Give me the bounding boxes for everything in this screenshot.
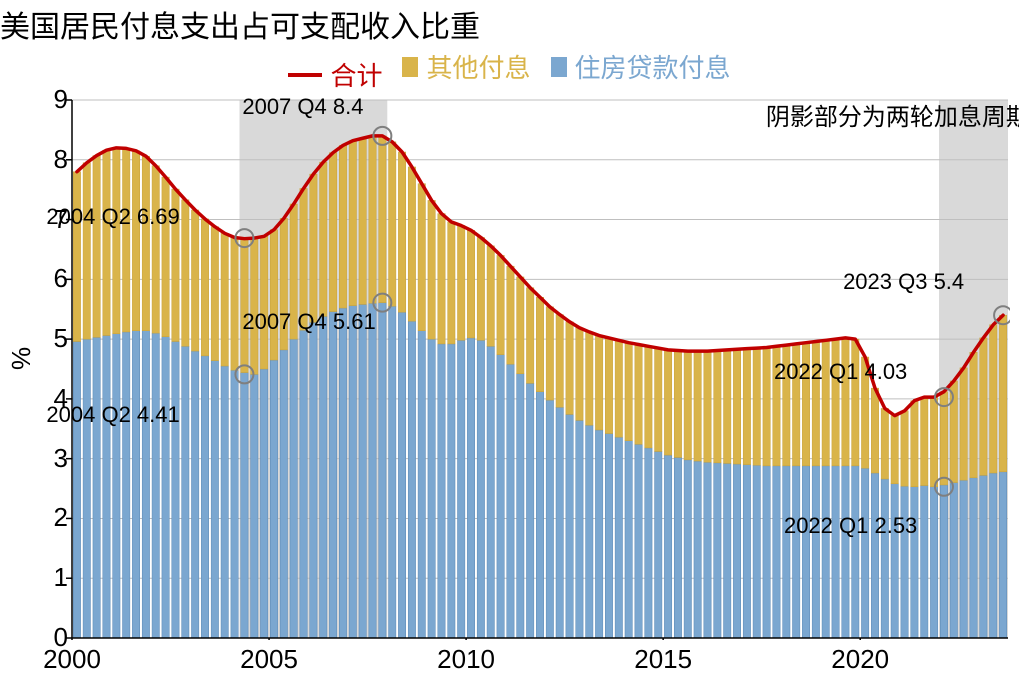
- data-marker-label: 2004 Q2 4.41: [46, 402, 179, 428]
- data-marker-label: 2023 Q3 5.4: [843, 269, 964, 295]
- y-tick-label: 8: [30, 144, 68, 175]
- data-marker-label: 2004 Q2 6.69: [46, 204, 179, 230]
- y-tick-label: 1: [30, 562, 68, 593]
- x-tick-label: 2020: [831, 644, 889, 675]
- x-tick-label: 2015: [634, 644, 692, 675]
- y-tick-label: 2: [30, 502, 68, 533]
- x-tick-label: 2005: [240, 644, 298, 675]
- y-tick-label: 6: [30, 263, 68, 294]
- x-tick-label: 2010: [437, 644, 495, 675]
- y-tick-label: 3: [30, 443, 68, 474]
- data-marker-label: 2007 Q4 8.4: [242, 94, 363, 120]
- data-marker-label: 2022 Q1 2.53: [784, 513, 917, 539]
- data-marker-label: 2007 Q4 5.61: [242, 309, 375, 335]
- y-tick-label: 9: [30, 84, 68, 115]
- data-marker-label: 2022 Q1 4.03: [774, 359, 907, 385]
- x-tick-label: 2000: [43, 644, 101, 675]
- y-tick-label: 5: [30, 323, 68, 354]
- shaded-region-note: 阴影部分为两轮加息周期: [766, 97, 1019, 132]
